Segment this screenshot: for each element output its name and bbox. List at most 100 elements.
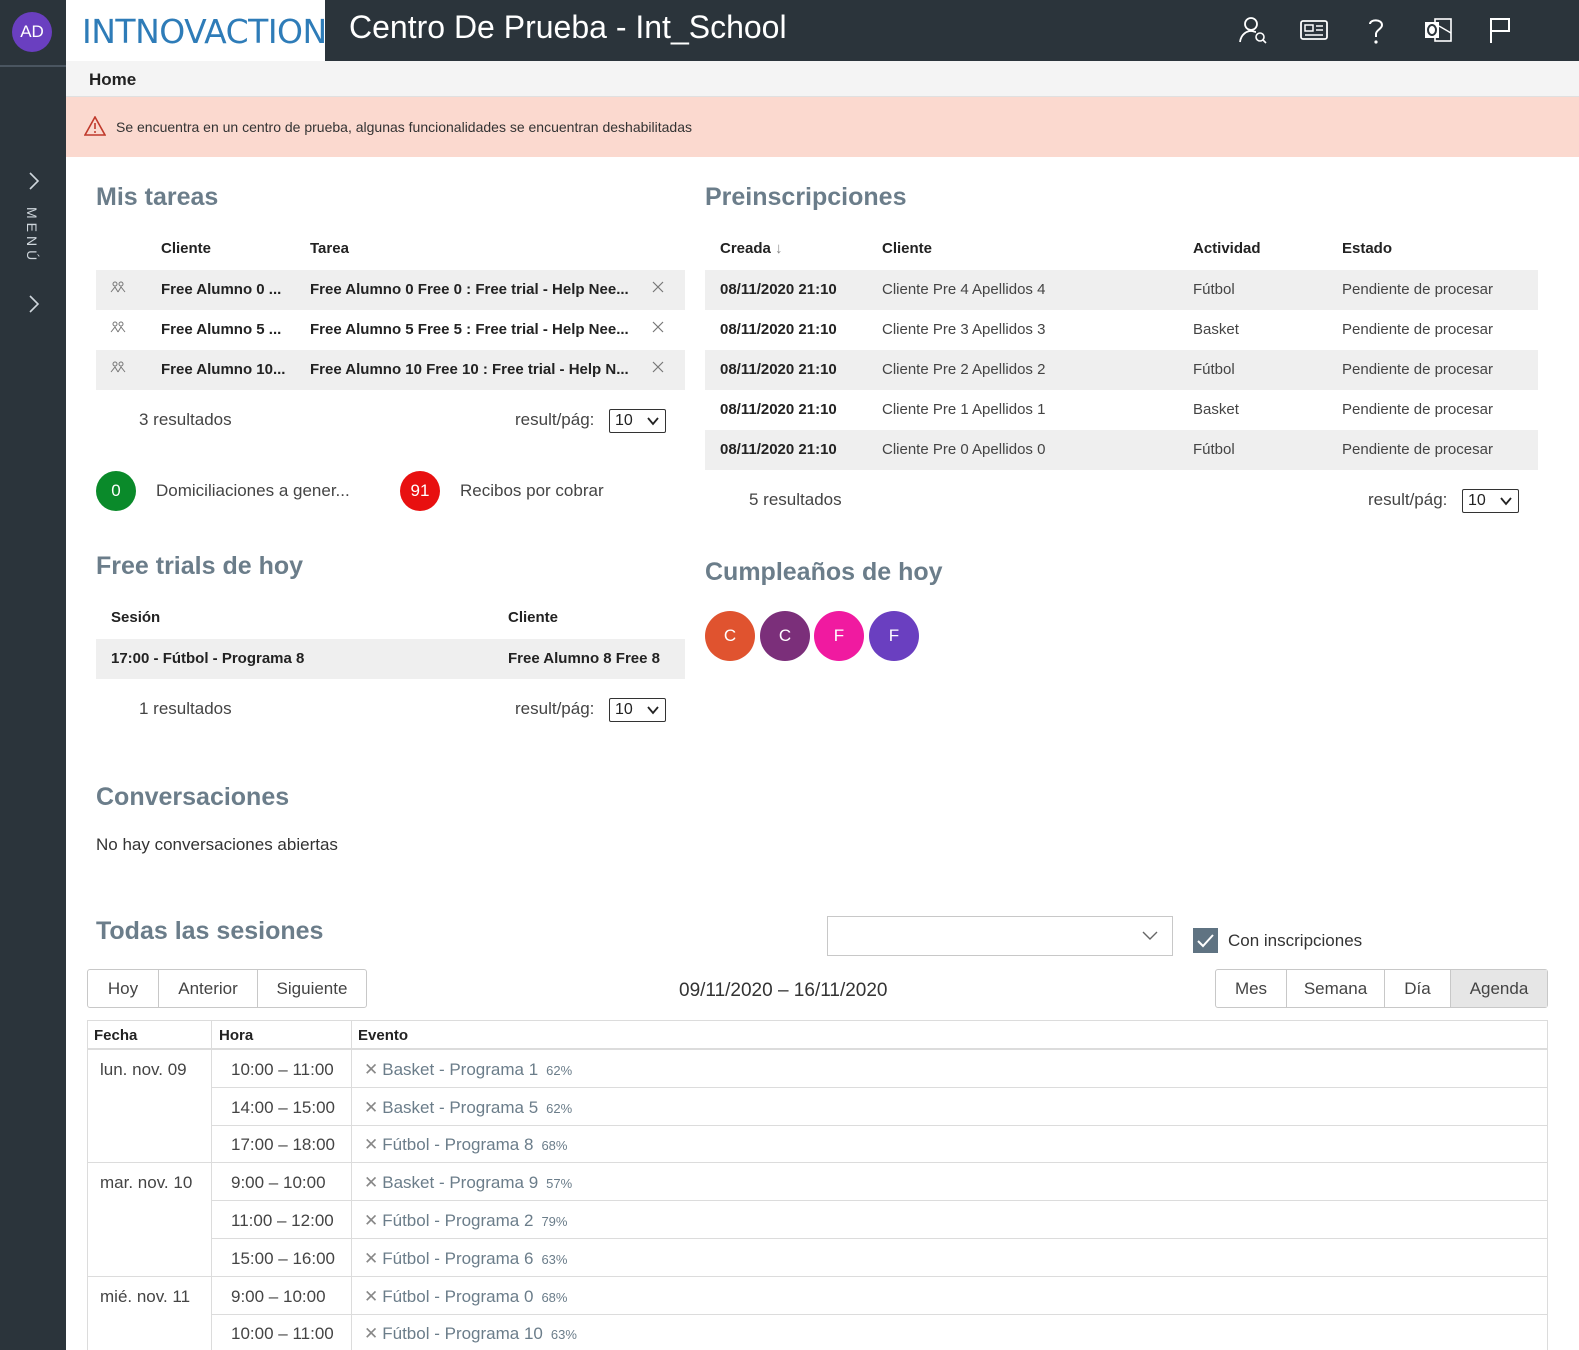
pre-per-page-label: result/pág: bbox=[1368, 490, 1448, 509]
next-button[interactable]: Siguiente bbox=[276, 978, 348, 998]
pre-per-page-select[interactable]: 10 bbox=[1462, 489, 1519, 513]
ft-result-count: 1 resultados bbox=[139, 699, 232, 718]
view-agenda-button[interactable]: Agenda bbox=[1451, 970, 1547, 1007]
people-icon bbox=[110, 361, 126, 373]
ft-col-cliente[interactable]: Cliente bbox=[508, 609, 559, 626]
pre-cliente: Cliente Pre 3 Apellidos 3 bbox=[882, 321, 1046, 338]
ft-per-page-select[interactable]: 10 bbox=[609, 698, 666, 722]
agenda-time: 15:00 – 16:00 bbox=[231, 1249, 335, 1268]
close-icon: ✕ bbox=[364, 1287, 379, 1306]
close-icon: ✕ bbox=[364, 1211, 379, 1230]
agenda-row-line bbox=[212, 1087, 1547, 1088]
pre-estado: Pendiente de procesar bbox=[1342, 321, 1493, 338]
task-row[interactable]: Free Alumno 5 ... Free Alumno 5 Free 5 :… bbox=[96, 310, 685, 350]
birthday-avatar[interactable]: F bbox=[814, 611, 864, 661]
user-initials: AD bbox=[20, 22, 44, 41]
menu-label[interactable]: MENÚ bbox=[24, 207, 40, 265]
close-icon[interactable] bbox=[652, 321, 664, 333]
agenda-event[interactable]: ✕ Fútbol - Programa 2 79% bbox=[364, 1211, 568, 1230]
pre-cliente: Cliente Pre 4 Apellidos 4 bbox=[882, 281, 1046, 298]
preinscripcion-row[interactable]: 08/11/2020 21:10 Cliente Pre 0 Apellidos… bbox=[705, 430, 1538, 470]
pre-col-cliente[interactable]: Cliente bbox=[882, 240, 933, 257]
pre-cliente: Cliente Pre 0 Apellidos 0 bbox=[882, 441, 1046, 458]
tasks-col-cliente[interactable]: Cliente bbox=[161, 240, 212, 257]
agenda-event[interactable]: ✕ Fútbol - Programa 6 63% bbox=[364, 1249, 568, 1268]
task-tarea: Free Alumno 0 Free 0 : Free trial - Help… bbox=[310, 281, 629, 298]
recibos-badge[interactable]: 91 bbox=[400, 471, 440, 511]
agenda-time: 17:00 – 18:00 bbox=[231, 1135, 335, 1154]
pre-actividad: Fútbol bbox=[1193, 361, 1235, 378]
agenda-event[interactable]: ✕ Fútbol - Programa 8 68% bbox=[364, 1135, 568, 1154]
chevron-right-icon[interactable] bbox=[26, 294, 42, 314]
agenda-date: mié. nov. 11 bbox=[100, 1287, 191, 1306]
task-row[interactable]: Free Alumno 10... Free Alumno 10 Free 10… bbox=[96, 350, 685, 390]
task-tarea: Free Alumno 10 Free 10 : Free trial - He… bbox=[310, 361, 629, 378]
conversations-title: Conversaciones bbox=[96, 783, 290, 811]
logo[interactable]: INTNOVACTION bbox=[66, 0, 327, 61]
preinscripcion-row[interactable]: 08/11/2020 21:10 Cliente Pre 1 Apellidos… bbox=[705, 390, 1538, 430]
outlook-icon[interactable] bbox=[1422, 14, 1454, 46]
con-inscripciones-checkbox[interactable] bbox=[1193, 928, 1218, 953]
preinscripcion-row[interactable]: 08/11/2020 21:10 Cliente Pre 3 Apellidos… bbox=[705, 310, 1538, 350]
agenda-date: lun. nov. 09 bbox=[100, 1060, 187, 1079]
con-inscripciones-label[interactable]: Con inscripciones bbox=[1228, 931, 1363, 950]
breadcrumb-home[interactable]: Home bbox=[89, 70, 137, 89]
agenda-time: 9:00 – 10:00 bbox=[231, 1173, 326, 1192]
birthday-avatar[interactable]: F bbox=[869, 611, 919, 661]
preinscripcion-row[interactable]: 08/11/2020 21:10 Cliente Pre 2 Apellidos… bbox=[705, 350, 1538, 390]
task-row[interactable]: Free Alumno 0 ... Free Alumno 0 Free 0 :… bbox=[96, 270, 685, 310]
agenda-time: 10:00 – 11:00 bbox=[231, 1060, 334, 1079]
date-range: 09/11/2020 – 16/11/2020 bbox=[679, 980, 888, 1001]
user-avatar[interactable]: AD bbox=[12, 12, 52, 52]
agenda-col-fecha: Fecha bbox=[94, 1027, 138, 1044]
close-icon: ✕ bbox=[364, 1249, 379, 1268]
agenda-time: 14:00 – 15:00 bbox=[231, 1098, 335, 1117]
chevron-down-icon bbox=[647, 417, 659, 426]
agenda-event[interactable]: ✕ Fútbol - Programa 10 63% bbox=[364, 1324, 577, 1343]
domiciliaciones-badge[interactable]: 0 bbox=[96, 471, 136, 511]
pre-col-creada[interactable]: Creada ↓ bbox=[720, 240, 783, 257]
flag-icon[interactable] bbox=[1484, 14, 1516, 46]
conversations-empty: No hay conversaciones abiertas bbox=[96, 835, 338, 854]
birthday-avatar[interactable]: C bbox=[705, 611, 755, 661]
chevron-right-icon[interactable] bbox=[26, 171, 42, 191]
domiciliaciones-label[interactable]: Domiciliaciones a gener... bbox=[156, 481, 350, 500]
agenda-event[interactable]: ✕ Basket - Programa 9 57% bbox=[364, 1173, 573, 1192]
checkmark-icon bbox=[1197, 934, 1214, 948]
view-day-button[interactable]: Día bbox=[1385, 970, 1451, 1007]
pre-col-actividad[interactable]: Actividad bbox=[1193, 240, 1261, 257]
side-rail: AD MENÚ bbox=[0, 0, 66, 1350]
user-search-icon[interactable] bbox=[1237, 14, 1269, 46]
pre-creada: 08/11/2020 21:10 bbox=[720, 321, 837, 338]
recibos-label[interactable]: Recibos por cobrar bbox=[460, 481, 604, 500]
close-icon[interactable] bbox=[652, 281, 664, 293]
agenda-event[interactable]: ✕ Basket - Programa 5 62% bbox=[364, 1098, 573, 1117]
preinscripcion-row[interactable]: 08/11/2020 21:10 Cliente Pre 4 Apellidos… bbox=[705, 270, 1538, 310]
agenda-event[interactable]: ✕ Fútbol - Programa 0 68% bbox=[364, 1287, 568, 1306]
birthday-avatar[interactable]: C bbox=[760, 611, 810, 661]
view-month-button[interactable]: Mes bbox=[1216, 970, 1287, 1007]
tasks-per-page-select[interactable]: 10 bbox=[609, 409, 666, 433]
close-icon: ✕ bbox=[364, 1098, 379, 1117]
agenda-row-line bbox=[212, 1314, 1547, 1315]
agenda-event[interactable]: ✕ Basket - Programa 1 62% bbox=[364, 1060, 573, 1079]
tasks-title: Mis tareas bbox=[96, 183, 219, 211]
previous-button[interactable]: Anterior bbox=[159, 970, 258, 1007]
pre-actividad: Basket bbox=[1193, 401, 1239, 418]
calendar-nav-group: Hoy Anterior Siguiente bbox=[87, 969, 367, 1008]
agenda-day-line bbox=[88, 1276, 1547, 1277]
alert-message: Se encuentra en un centro de prueba, alg… bbox=[116, 119, 692, 135]
sessions-filter-select[interactable] bbox=[827, 916, 1173, 956]
close-icon[interactable] bbox=[652, 361, 664, 373]
tasks-col-tarea[interactable]: Tarea bbox=[310, 240, 349, 257]
news-icon[interactable] bbox=[1298, 14, 1330, 46]
help-icon[interactable] bbox=[1360, 14, 1392, 46]
preinscripciones-title: Preinscripciones bbox=[705, 183, 907, 211]
agenda-time: 10:00 – 11:00 bbox=[231, 1324, 334, 1343]
people-icon bbox=[110, 321, 126, 333]
ft-col-sesion[interactable]: Sesión bbox=[111, 609, 161, 626]
view-week-button[interactable]: Semana bbox=[1287, 970, 1385, 1007]
free-trial-row[interactable]: 17:00 - Fútbol - Programa 8 Free Alumno … bbox=[96, 639, 685, 679]
pre-col-estado[interactable]: Estado bbox=[1342, 240, 1393, 257]
today-button[interactable]: Hoy bbox=[88, 970, 159, 1007]
